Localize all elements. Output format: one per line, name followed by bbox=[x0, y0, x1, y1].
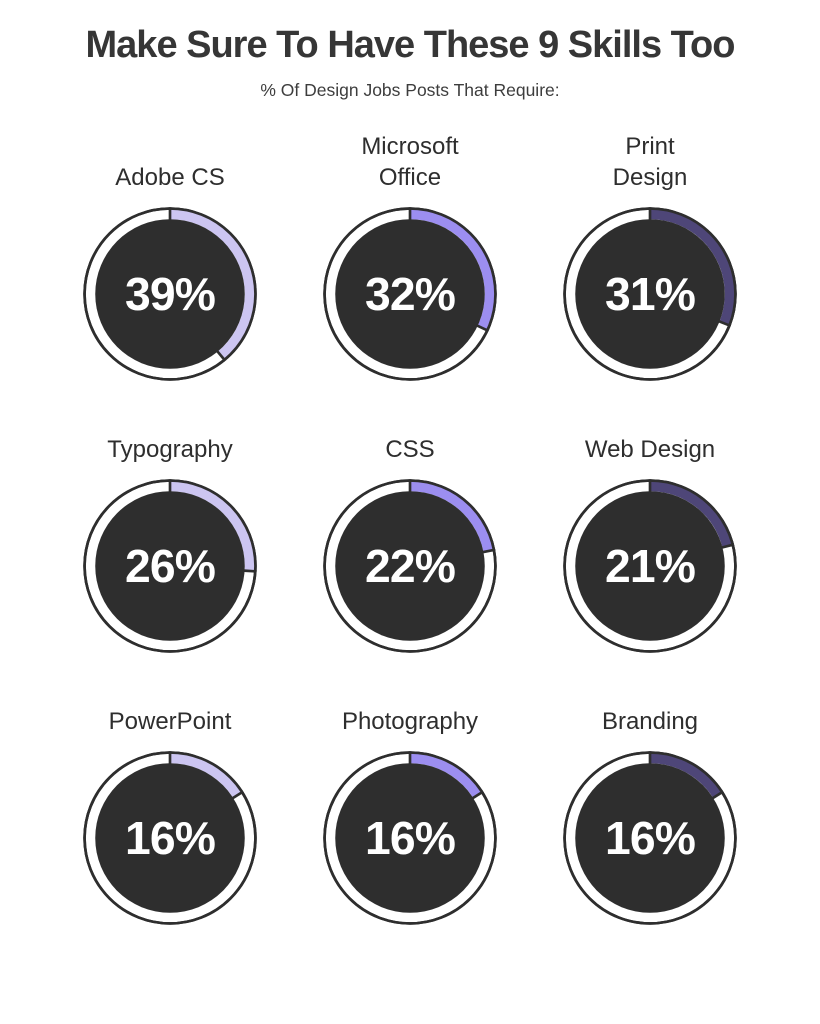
gauge-cell: Branding 16% bbox=[561, 671, 739, 927]
gauge-cell: Adobe CS 39% bbox=[81, 127, 259, 383]
gauge-value: 16% bbox=[605, 812, 695, 864]
gauge-progress-arc bbox=[649, 752, 723, 798]
gauge-inner-circle bbox=[335, 490, 485, 641]
gauge-label: Print Design bbox=[613, 127, 688, 193]
gauge-tick bbox=[476, 323, 490, 332]
gauge-label: Adobe CS bbox=[115, 127, 224, 193]
gauge-value: 39% bbox=[125, 268, 215, 320]
gauge-chart: 26% bbox=[83, 478, 257, 653]
gauge-progress-arc bbox=[409, 480, 494, 552]
gauge-chart: 22% bbox=[323, 478, 497, 653]
gauge-cell: Print Design 31% bbox=[561, 127, 739, 383]
gauge-tick bbox=[243, 568, 257, 573]
gauge-cell: Typography 26% bbox=[81, 399, 259, 655]
gauge-chart: 32% bbox=[323, 206, 497, 381]
gauge-tick bbox=[216, 349, 227, 362]
gauge-label-line: Office bbox=[378, 163, 442, 191]
gauge-inner-circle bbox=[575, 762, 725, 913]
gauge-cell: Web Design 21% bbox=[561, 399, 739, 655]
gauge-inner-circle bbox=[575, 218, 725, 369]
gauge-label-line: Adobe CS bbox=[115, 163, 225, 191]
gauge-label: Typography bbox=[107, 399, 232, 465]
gauge-inner-circle bbox=[575, 490, 725, 641]
gauge-progress-arc bbox=[409, 752, 483, 798]
gauge-progress-arc bbox=[409, 208, 496, 331]
gauge-tick bbox=[231, 790, 244, 800]
gauge-inner-circle bbox=[335, 218, 485, 369]
gauge-value: 16% bbox=[365, 812, 455, 864]
gauge-cell: Microsoft Office 32% bbox=[321, 127, 499, 383]
gauge-tick bbox=[471, 790, 484, 800]
gauge-value: 16% bbox=[125, 812, 215, 864]
gauge-label-line: Typography bbox=[107, 435, 233, 463]
gauge-label-line: Photography bbox=[341, 707, 479, 735]
page-title: Make Sure To Have These 9 Skills Too bbox=[85, 24, 736, 66]
gauge-chart: 21% bbox=[563, 478, 737, 653]
gauge-label: Web Design bbox=[585, 399, 715, 465]
gauge-tick bbox=[718, 319, 732, 327]
gauge-chart: 31% bbox=[563, 206, 737, 381]
gauge-label: Photography bbox=[342, 671, 478, 737]
gauge-chart: 16% bbox=[83, 750, 257, 925]
gauge-chart: 39% bbox=[83, 206, 257, 381]
gauge-cell: CSS 22% bbox=[321, 399, 499, 655]
gauge-inner-circle bbox=[95, 762, 245, 913]
gauge-tick bbox=[721, 542, 735, 549]
gauge-label: Microsoft Office bbox=[361, 127, 458, 193]
gauge-label-line: Microsoft bbox=[361, 132, 459, 160]
gauge-chart: 16% bbox=[323, 750, 497, 925]
gauge-value: 21% bbox=[605, 540, 695, 592]
gauge-inner-circle bbox=[335, 762, 485, 913]
gauge-progress-arc bbox=[169, 752, 243, 798]
gauge-label-line: PowerPoint bbox=[108, 707, 232, 735]
gauge-tick bbox=[711, 790, 724, 800]
gauge-cell: PowerPoint 16% bbox=[81, 671, 259, 927]
gauges-grid: Adobe CS 39% Microsoft Office 32% Print Design… bbox=[60, 127, 760, 927]
gauge-label-line: CSS bbox=[385, 435, 435, 463]
infographic: Make Sure To Have These 9 Skills Too % O… bbox=[60, 24, 760, 927]
gauge-label: PowerPoint bbox=[109, 671, 232, 737]
gauge-tick bbox=[482, 548, 496, 554]
gauge-chart: 16% bbox=[563, 750, 737, 925]
gauge-label-line: Branding bbox=[601, 707, 699, 735]
gauge-inner-circle bbox=[95, 218, 245, 369]
gauge-progress-arc bbox=[649, 208, 736, 326]
gauge-label: Branding bbox=[602, 671, 698, 737]
gauge-inner-circle bbox=[95, 490, 245, 641]
gauge-value: 26% bbox=[125, 540, 215, 592]
gauge-label: CSS bbox=[385, 399, 434, 465]
gauge-value: 22% bbox=[365, 540, 455, 592]
gauge-progress-arc bbox=[169, 480, 256, 572]
gauge-label-line: Web Design bbox=[584, 435, 716, 463]
gauge-value: 31% bbox=[605, 268, 695, 320]
gauge-label-line: Design bbox=[612, 163, 688, 191]
gauge-progress-arc bbox=[649, 480, 733, 548]
gauge-cell: Photography 16% bbox=[321, 671, 499, 927]
gauge-label-line: Print bbox=[625, 132, 675, 160]
page-subtitle: % Of Design Jobs Posts That Require: bbox=[260, 79, 560, 100]
gauge-progress-arc bbox=[169, 208, 256, 360]
gauge-value: 32% bbox=[365, 268, 455, 320]
